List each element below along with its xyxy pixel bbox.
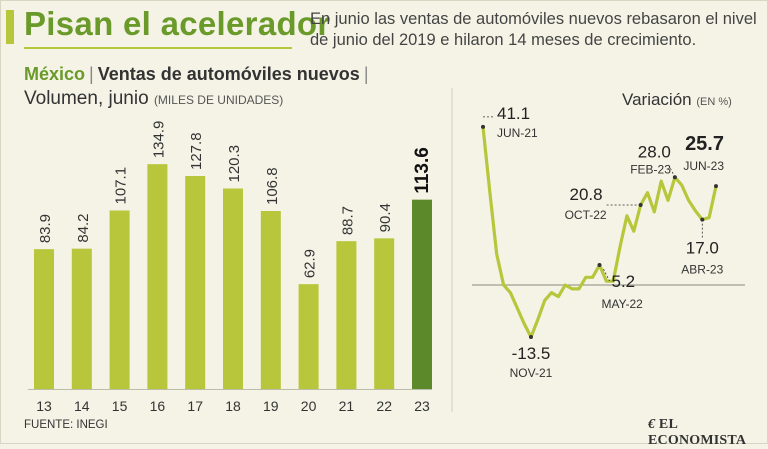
bar-17	[185, 176, 206, 389]
title-accent-bar	[6, 10, 14, 44]
bar-tick-label: 14	[74, 398, 90, 414]
annotation-marker	[714, 184, 718, 189]
bar-chart-title: Volumen, junio (MILES DE UNIDADES)	[24, 88, 283, 110]
bar-tick-label: 19	[263, 398, 279, 414]
annotation-value: 25.7	[685, 133, 724, 155]
bar-13	[34, 249, 54, 389]
bar-value-label: 120.3	[226, 145, 243, 183]
bar-tick-label: 22	[376, 398, 392, 414]
separator: |	[89, 64, 94, 84]
separator-end: |	[363, 64, 369, 84]
annotation-date: JUN-23	[683, 159, 724, 173]
bar-value-label: 106.8	[264, 167, 281, 205]
bar-tick-label: 20	[301, 398, 317, 414]
annotation-value: 28.0	[638, 142, 671, 161]
annotation-date: NOV-21	[510, 366, 553, 380]
line-chart-title-text: Variación	[622, 90, 692, 109]
annotation-date: ABR-23	[681, 263, 723, 277]
bar-tick-label: 18	[225, 398, 241, 414]
annotation-value: 20.8	[570, 185, 603, 204]
annotation-value: -13.5	[512, 344, 551, 363]
annotation-marker	[528, 334, 533, 339]
bar-value-label: 88.7	[339, 206, 356, 235]
bar-value-label: 113.6	[412, 147, 433, 194]
bar-value-label: 83.9	[37, 214, 54, 243]
bar-15	[109, 210, 130, 389]
annotation-date: MAY-22	[602, 297, 644, 311]
logo-text: EL ECONOMISTA	[648, 417, 747, 448]
bar-18	[223, 188, 243, 389]
bar-tick-label: 17	[187, 398, 203, 414]
bar-tick-label: 16	[150, 398, 166, 414]
bar-value-label: 84.2	[75, 213, 92, 242]
source-note: FUENTE: INEGI	[24, 419, 108, 431]
bar-14	[71, 248, 92, 389]
bar-value-label: 127.8	[188, 132, 205, 170]
bar-tick-label: 15	[112, 398, 128, 414]
bar-19	[260, 211, 281, 389]
variation-line	[481, 125, 718, 339]
bar-22	[374, 238, 395, 389]
section-title: Ventas de automóviles nuevos	[97, 64, 360, 84]
annotation-date: JUN-21	[497, 126, 538, 140]
line-chart-unit: (EN %)	[696, 96, 732, 108]
bar-tick-label: 13	[36, 398, 52, 414]
bar-20	[298, 284, 319, 389]
line-chart-title: Variación (EN %)	[622, 90, 732, 110]
annotation-date: FEB-23	[630, 162, 671, 176]
annotation-marker	[672, 175, 677, 180]
annotation-value: 41.1	[497, 104, 530, 123]
section-heading: México | Ventas de automóviles nuevos |	[24, 64, 373, 85]
bar-value-label: 62.9	[302, 249, 319, 278]
annotation-value: 17.0	[686, 239, 719, 258]
publisher-logo: € EL ECONOMISTA	[648, 417, 768, 449]
annotation-marker	[700, 217, 705, 222]
bar-16	[147, 164, 168, 389]
bar-21	[336, 241, 357, 389]
logo-mark: €	[648, 417, 656, 432]
bar-value-label: 90.4	[377, 203, 394, 232]
main-title: Pisan el acelerador	[24, 5, 331, 42]
subtitle: En junio las ventas de automóviles nuevo…	[310, 10, 757, 49]
title-underline	[24, 47, 292, 49]
annotation-date: OCT-22	[565, 208, 607, 222]
bar-value-label: 107.1	[113, 167, 130, 205]
annotation-marker	[597, 263, 602, 268]
bar-chart-title-text: Volumen, junio	[24, 88, 149, 109]
country-label: México	[24, 64, 86, 84]
annotation-value: 5.2	[612, 272, 636, 291]
annotation-marker	[481, 124, 485, 129]
bar-chart-unit: (MILES DE UNIDADES)	[153, 93, 284, 107]
bar-23	[412, 199, 432, 389]
bar-tick-label: 21	[339, 398, 355, 414]
annotation-marker	[638, 202, 643, 207]
bar-value-label: 134.9	[150, 121, 167, 159]
bar-tick-label: 23	[414, 398, 430, 414]
